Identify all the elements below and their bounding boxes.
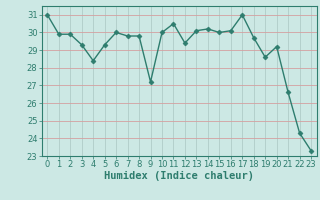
X-axis label: Humidex (Indice chaleur): Humidex (Indice chaleur) [104, 171, 254, 181]
